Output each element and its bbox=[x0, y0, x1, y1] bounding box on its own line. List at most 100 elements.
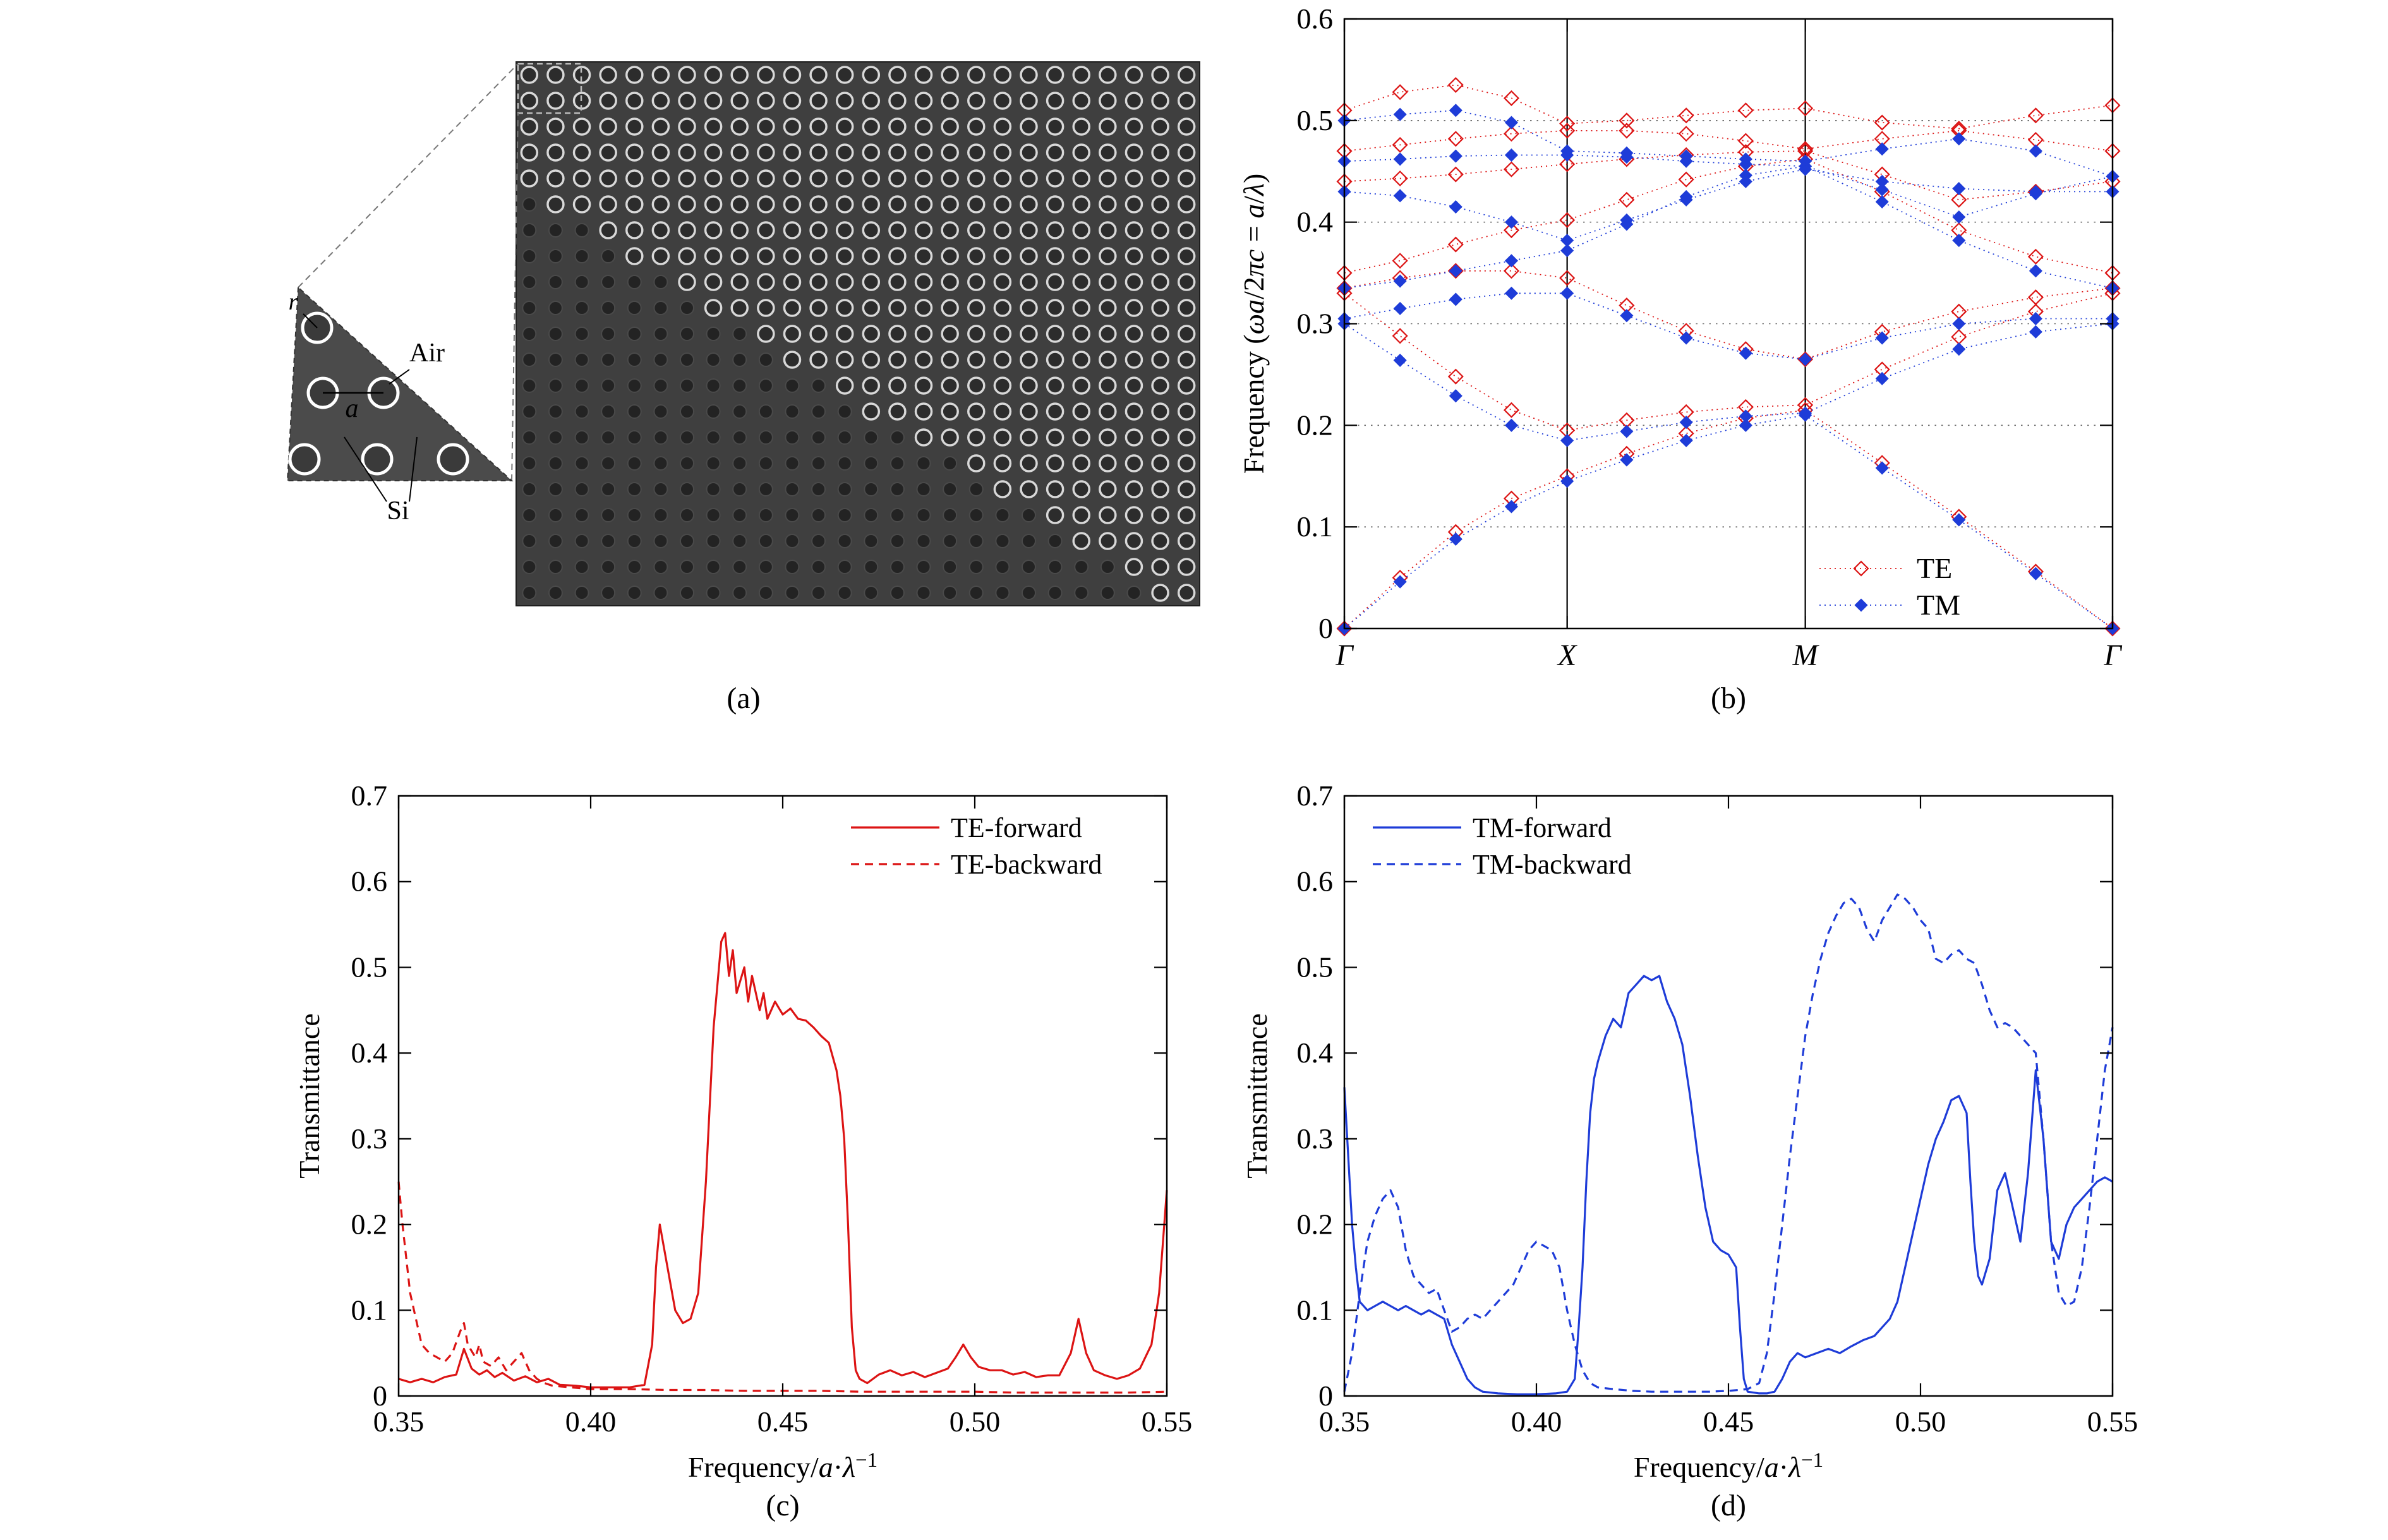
lattice-ring bbox=[1125, 376, 1143, 395]
lattice-ring bbox=[1151, 351, 1169, 369]
lattice-ring bbox=[1046, 351, 1064, 369]
lattice-ring bbox=[967, 299, 986, 317]
lattice-dot bbox=[732, 378, 747, 393]
te-marker bbox=[1678, 126, 1694, 142]
lattice-ring bbox=[914, 117, 933, 136]
lattice-dot bbox=[548, 327, 563, 341]
te-band-line bbox=[1344, 129, 2113, 152]
lattice-dot bbox=[706, 482, 721, 496]
lattice-dot bbox=[758, 456, 773, 471]
lattice-dot bbox=[758, 430, 773, 445]
lattice-dot bbox=[601, 301, 616, 315]
lattice-ring bbox=[1072, 92, 1090, 110]
lattice-ring bbox=[1125, 454, 1143, 472]
lattice-ring bbox=[1020, 325, 1038, 343]
y-tick-label: 0.4 bbox=[1297, 1037, 1334, 1069]
te-band-line bbox=[1344, 270, 2113, 360]
lattice-dot bbox=[574, 301, 589, 315]
lattice-dot bbox=[889, 482, 905, 496]
lattice-ring bbox=[967, 247, 986, 265]
lattice-ring bbox=[625, 169, 644, 188]
te-marker bbox=[1559, 270, 1576, 286]
lattice-ring bbox=[835, 169, 854, 188]
lattice-ring bbox=[993, 376, 1012, 395]
lattice-dot bbox=[837, 508, 852, 522]
tm-marker bbox=[2029, 567, 2042, 581]
lattice-dot bbox=[864, 430, 879, 445]
te-marker bbox=[1336, 620, 1353, 637]
lattice-ring bbox=[1125, 273, 1143, 291]
tm-marker bbox=[1679, 433, 1693, 448]
lattice-ring bbox=[1046, 299, 1064, 317]
lattice-dot bbox=[574, 249, 589, 263]
lattice-ring bbox=[757, 221, 775, 239]
lattice-dot bbox=[785, 404, 800, 419]
plot-frame bbox=[1343, 795, 2114, 1397]
lattice-ring bbox=[967, 195, 986, 214]
lattice-ring bbox=[888, 351, 907, 369]
lattice-dot bbox=[653, 534, 668, 548]
lattice-ring bbox=[1125, 532, 1143, 550]
lattice-dot bbox=[916, 456, 931, 471]
te-marker bbox=[1392, 84, 1408, 100]
lattice-dot bbox=[706, 404, 721, 419]
lattice-ring bbox=[1151, 117, 1169, 136]
si-label: Si bbox=[387, 496, 409, 526]
lattice-ring bbox=[783, 299, 802, 317]
lattice-dot bbox=[732, 534, 747, 548]
lattice-ring bbox=[941, 325, 959, 343]
tm-marker bbox=[1875, 142, 1889, 156]
lattice-ring bbox=[809, 143, 828, 162]
lattice-ring bbox=[599, 143, 617, 162]
lattice-ring bbox=[1046, 66, 1064, 84]
lattice-ring bbox=[1046, 428, 1064, 447]
lattice-dot bbox=[811, 482, 826, 496]
te-marker bbox=[1678, 107, 1694, 124]
tm-marker bbox=[1393, 274, 1407, 288]
tm-marker bbox=[1504, 418, 1519, 432]
lattice-dot bbox=[1100, 586, 1115, 600]
lattice-dot bbox=[864, 482, 879, 496]
lattice-ring bbox=[1177, 169, 1196, 188]
lattice-dot bbox=[995, 560, 1010, 574]
tm-marker bbox=[1952, 316, 1966, 331]
lattice-dot bbox=[943, 482, 958, 496]
air-hole bbox=[361, 443, 394, 476]
lattice-dot bbox=[653, 430, 668, 445]
te-marker bbox=[1951, 191, 1967, 208]
y-tick-label: 0.2 bbox=[351, 1208, 388, 1241]
lattice-dot bbox=[522, 456, 537, 471]
lattice-ring bbox=[678, 143, 696, 162]
te-marker bbox=[1951, 328, 1967, 345]
lattice-ring bbox=[757, 143, 775, 162]
lattice-ring bbox=[862, 92, 881, 110]
lattice-dot bbox=[680, 482, 694, 496]
air-hole bbox=[437, 443, 469, 476]
lattice-ring bbox=[1177, 92, 1196, 110]
lattice-ring bbox=[993, 402, 1012, 421]
lattice-ring bbox=[1020, 221, 1038, 239]
lattice-ring bbox=[730, 221, 749, 239]
te-band-line bbox=[1344, 150, 2113, 201]
lattice-ring bbox=[757, 117, 775, 136]
lattice-dot bbox=[968, 508, 984, 522]
lattice-ring bbox=[757, 169, 775, 188]
lattice-ring bbox=[941, 195, 959, 214]
lattice-ring bbox=[835, 247, 854, 265]
lattice-ring bbox=[1046, 92, 1064, 110]
lattice-ring bbox=[1177, 532, 1196, 550]
lattice-dot bbox=[732, 456, 747, 471]
lattice-dot bbox=[601, 534, 616, 548]
te-marker bbox=[1447, 76, 1464, 93]
lattice-ring bbox=[1151, 195, 1169, 214]
tm-marker bbox=[1449, 149, 1462, 163]
te-marker bbox=[1392, 170, 1408, 187]
te-band-line bbox=[1344, 409, 2113, 629]
lattice-ring bbox=[678, 273, 696, 291]
te-marker bbox=[1447, 166, 1464, 183]
lattice-ring bbox=[546, 195, 565, 214]
lattice-dot bbox=[680, 508, 694, 522]
lattice-ring bbox=[1177, 325, 1196, 343]
lattice-dot bbox=[548, 456, 563, 471]
lattice-dot bbox=[574, 378, 589, 393]
